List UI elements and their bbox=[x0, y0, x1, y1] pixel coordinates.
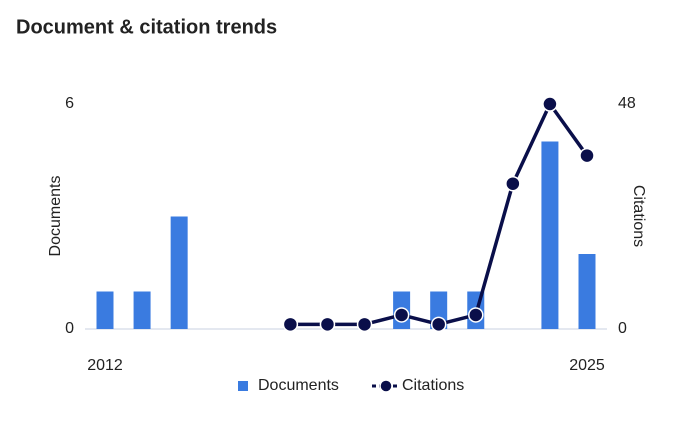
legend-label: Documents bbox=[258, 377, 339, 394]
line-marker bbox=[282, 316, 299, 333]
line-marker bbox=[505, 175, 521, 192]
bar bbox=[578, 254, 596, 329]
x-tick-label: 2025 bbox=[569, 357, 605, 374]
line-marker bbox=[393, 307, 410, 323]
line-marker bbox=[430, 316, 447, 333]
y2-axis-label: Citations bbox=[630, 185, 647, 247]
bar bbox=[133, 291, 151, 329]
line-marker bbox=[356, 316, 373, 333]
bar bbox=[170, 216, 188, 329]
y-tick-label: 6 bbox=[65, 95, 74, 112]
legend-swatch bbox=[379, 379, 393, 393]
chart-title: Document & citation trends bbox=[16, 16, 277, 38]
y-tick-label: 0 bbox=[65, 320, 74, 337]
legend-label: Citations bbox=[402, 377, 464, 394]
legend-swatch bbox=[238, 381, 248, 391]
bar bbox=[96, 291, 114, 329]
line-marker bbox=[468, 307, 484, 323]
x-tick-label: 2012 bbox=[87, 357, 123, 374]
line-marker bbox=[319, 316, 336, 333]
y2-tick-label: 48 bbox=[618, 95, 636, 112]
y2-tick-label: 0 bbox=[618, 320, 627, 337]
line-marker bbox=[579, 147, 595, 164]
y-axis-label: Documents bbox=[47, 176, 64, 257]
line-marker bbox=[542, 96, 558, 112]
bar bbox=[541, 141, 559, 329]
